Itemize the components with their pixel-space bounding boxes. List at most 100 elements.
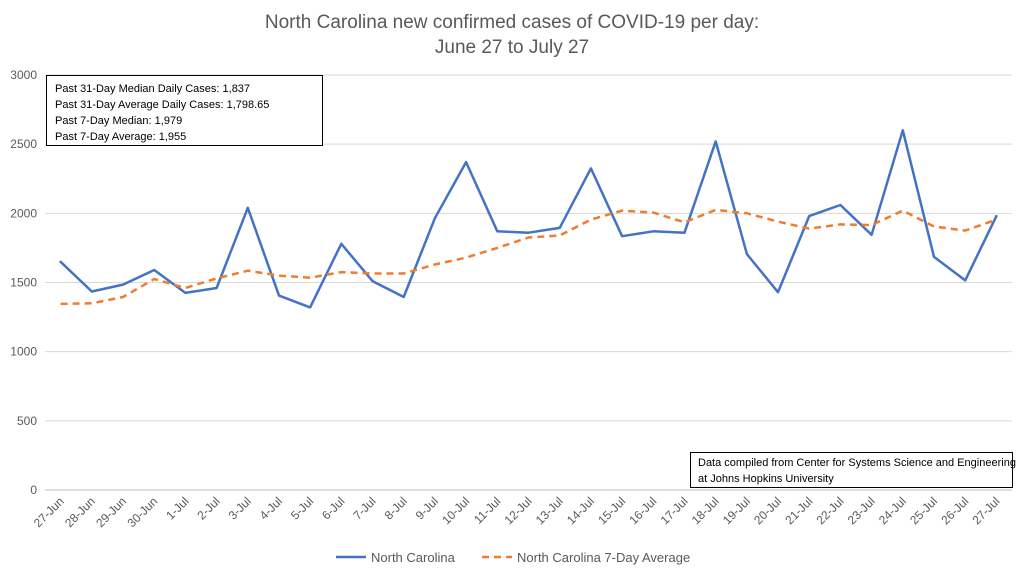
x-tick-label: 2-Jul <box>194 494 222 522</box>
data-point <box>683 232 685 234</box>
legend: North Carolina North Carolina 7-Day Avera… <box>336 550 690 565</box>
data-point <box>995 215 997 217</box>
x-tick-label: 25-Jul <box>907 494 940 527</box>
data-point <box>59 303 61 305</box>
data-point <box>309 276 311 278</box>
data-point <box>870 234 872 236</box>
legend-label-0: North Carolina <box>371 550 456 565</box>
data-point <box>184 292 186 294</box>
data-point <box>746 253 748 255</box>
data-point <box>933 225 935 227</box>
data-point <box>496 247 498 249</box>
data-point <box>652 211 654 213</box>
data-point <box>527 232 529 234</box>
y-axis: 0 500 1000 1500 2000 2500 3000 <box>10 68 37 497</box>
series-line-north-carolina-7-day-average <box>60 208 997 306</box>
x-tick-label: 13-Jul <box>533 494 566 527</box>
x-tick-label: 28-Jun <box>62 494 98 530</box>
data-point <box>496 230 498 232</box>
x-tick-label: 27-Jul <box>970 494 1003 527</box>
data-point <box>714 209 716 211</box>
data-point <box>839 204 841 206</box>
x-tick-label: 24-Jul <box>876 494 909 527</box>
x-tick-label: 4-Jul <box>257 494 285 522</box>
y-tick-label: 1500 <box>10 276 37 290</box>
data-point <box>590 167 592 169</box>
data-point <box>808 215 810 217</box>
series-line-north-carolina <box>59 129 998 309</box>
data-point <box>683 221 685 223</box>
data-point <box>91 290 93 292</box>
stats-line-average-7: Past 7-Day Average: 1,955 <box>55 131 187 143</box>
x-tick-label: 11-Jul <box>471 494 503 526</box>
data-point <box>434 217 436 219</box>
data-point <box>839 223 841 225</box>
data-point <box>995 218 997 220</box>
stats-line-median-31: Past 31-Day Median Daily Cases: 1,837 <box>55 83 251 95</box>
data-point <box>247 270 249 272</box>
data-point <box>527 236 529 238</box>
data-point <box>777 220 779 222</box>
y-tick-label: 3000 <box>10 68 37 82</box>
data-point <box>403 272 405 274</box>
y-tick-label: 500 <box>17 414 37 428</box>
data-point <box>933 256 935 258</box>
x-tick-label: 18-Jul <box>689 494 722 527</box>
x-tick-label: 14-Jul <box>564 494 597 527</box>
data-point <box>340 243 342 245</box>
data-point <box>621 235 623 237</box>
data-point <box>558 227 560 229</box>
x-tick-label: 26-Jul <box>938 494 971 527</box>
x-tick-label: 17-Jul <box>658 494 691 527</box>
data-point <box>714 140 716 142</box>
source-annotation-box: Data compiled from Center for Systems Sc… <box>690 452 1016 488</box>
data-point <box>434 263 436 265</box>
data-point <box>91 302 93 304</box>
data-point <box>278 294 280 296</box>
source-line-2: at Johns Hopkins University <box>698 473 834 485</box>
data-point <box>902 129 904 131</box>
data-point <box>870 224 872 226</box>
stats-line-average-31: Past 31-Day Average Daily Cases: 1,798.6… <box>55 99 270 111</box>
x-tick-label: 8-Jul <box>382 494 410 522</box>
x-tick-label: 3-Jul <box>226 494 254 522</box>
x-tick-label: 20-Jul <box>751 494 784 527</box>
data-point <box>964 229 966 231</box>
data-point <box>59 261 61 263</box>
x-tick-label: 12-Jul <box>502 494 535 527</box>
series-lines <box>59 129 998 309</box>
y-tick-label: 2500 <box>10 137 37 151</box>
data-point <box>964 279 966 281</box>
x-tick-label: 15-Jul <box>595 494 628 527</box>
data-point <box>465 256 467 258</box>
data-point <box>621 209 623 211</box>
chart-title-line-2: June 27 to July 27 <box>435 37 589 58</box>
data-point <box>652 230 654 232</box>
x-tick-label: 10-Jul <box>439 494 472 527</box>
data-point <box>215 277 217 279</box>
x-tick-label: 16-Jul <box>626 494 659 527</box>
x-tick-label: 23-Jul <box>845 494 878 527</box>
x-tick-label: 30-Jun <box>124 494 160 530</box>
data-point <box>122 283 124 285</box>
data-point <box>340 271 342 273</box>
data-point <box>153 269 155 271</box>
x-tick-label: 1-Jul <box>163 494 191 522</box>
x-tick-label: 22-Jul <box>814 494 847 527</box>
y-tick-label: 2000 <box>10 206 37 220</box>
stats-line-median-7: Past 7-Day Median: 1,979 <box>55 115 183 127</box>
data-point <box>465 161 467 163</box>
x-tick-label: 19-Jul <box>720 494 753 527</box>
x-tick-label: 9-Jul <box>413 494 441 522</box>
x-tick-label: 6-Jul <box>319 494 347 522</box>
x-tick-label: 5-Jul <box>288 494 316 522</box>
data-point <box>371 272 373 274</box>
data-point <box>777 291 779 293</box>
data-point <box>184 287 186 289</box>
legend-label-1: North Carolina 7-Day Average <box>517 550 690 565</box>
x-tick-label: 7-Jul <box>350 494 378 522</box>
data-point <box>215 287 217 289</box>
